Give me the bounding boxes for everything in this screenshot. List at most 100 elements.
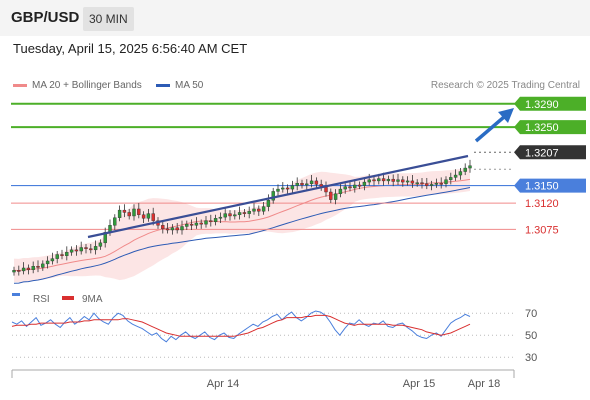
candle-body <box>425 183 429 186</box>
candle-body <box>146 213 151 219</box>
candle-body <box>189 223 194 226</box>
candle-body <box>247 211 251 214</box>
candle-body <box>271 191 275 201</box>
price-tag-layer: 1.3290 1.3250 1.3207 1.3150 1.3120 1.3075 <box>514 96 586 236</box>
candle-body <box>79 247 83 252</box>
target-arrow-head <box>498 108 514 123</box>
candle-body <box>463 167 467 172</box>
candle-body <box>367 179 371 183</box>
rsi-tick-30: 30 <box>525 352 537 364</box>
candle-body <box>386 178 391 182</box>
candle-body <box>55 254 59 259</box>
candle-body <box>357 184 362 187</box>
candle-body <box>242 212 247 214</box>
candle-body <box>45 260 50 265</box>
candle-body <box>266 199 271 207</box>
candle-body <box>372 179 376 182</box>
candle-body <box>453 174 458 178</box>
candle-body <box>175 227 179 231</box>
candle-body <box>420 182 424 185</box>
timeframe-badge[interactable]: 30 MIN <box>83 7 134 31</box>
candle-body <box>21 267 26 272</box>
price-label-1.3120: 1.3120 <box>525 198 559 210</box>
price-label-1.3150: 1.3150 <box>525 181 559 193</box>
rsi-line <box>11 310 471 343</box>
candle-body <box>165 228 170 231</box>
price-tag-1.3250 <box>514 120 586 135</box>
candle-body <box>223 213 227 218</box>
candle-body <box>151 213 155 221</box>
candle-body <box>333 193 338 200</box>
candle-body <box>434 183 439 185</box>
level-lines-layer <box>11 102 516 230</box>
price-tag-1.3290 <box>514 96 586 111</box>
candle-body <box>50 258 55 262</box>
candle-body <box>60 254 64 256</box>
price-label-1.3250: 1.3250 <box>525 122 559 134</box>
candle-body <box>290 185 295 190</box>
candle-body <box>26 267 31 270</box>
candle-body <box>353 184 357 189</box>
legend-ma50: MA 50 <box>156 80 203 91</box>
candle-body <box>161 225 165 230</box>
ma9-legend-label: 9MA <box>82 294 103 305</box>
candle-body <box>458 171 463 176</box>
candle-body <box>36 266 40 268</box>
candle-body <box>324 187 328 193</box>
candle-body <box>410 180 415 184</box>
candle-body <box>348 186 352 189</box>
candle-body <box>69 249 74 253</box>
candle-body <box>228 213 232 217</box>
legend-ma20: MA 20 + Bollinger Bands <box>13 80 142 91</box>
candle-body <box>98 242 103 247</box>
candle-body <box>405 180 410 183</box>
candle-body <box>362 181 367 186</box>
legend-ma20-label: MA 20 + Bollinger Bands <box>32 80 142 91</box>
candle-body <box>89 248 93 251</box>
candle-body <box>377 178 381 182</box>
price-tag-1.3207 <box>514 145 586 160</box>
candle-body <box>285 187 290 190</box>
candle-body <box>209 220 213 223</box>
candle-body <box>199 222 203 225</box>
price-tag-1.3150 <box>514 178 586 193</box>
candle-body <box>233 214 237 217</box>
candle-body <box>257 208 261 212</box>
candle-body <box>218 216 223 219</box>
candle-body <box>185 223 189 227</box>
candle-body <box>281 187 285 190</box>
candle-body <box>449 177 453 180</box>
candle-body <box>381 178 386 182</box>
candle-body <box>396 179 400 182</box>
candle-body <box>237 212 242 215</box>
rsi-legend-swatch <box>12 293 20 296</box>
trend-layer <box>87 108 514 239</box>
timestamp: Tuesday, April 15, 2025 6:56:40 AM CET <box>13 41 248 56</box>
x-tick-label: Apr 18 <box>468 378 500 390</box>
candle-body <box>305 183 309 186</box>
candle-body <box>444 179 448 185</box>
candle-body <box>343 186 347 190</box>
chart-header: GBP/USD 30 MIN <box>0 0 590 36</box>
x-tick-label: Apr 14 <box>207 378 239 390</box>
rsi-legend-label: RSI <box>33 294 50 305</box>
price-label-1.3290: 1.3290 <box>525 99 559 111</box>
candle-body <box>180 226 184 231</box>
candle-body <box>117 209 122 218</box>
candle-body <box>12 270 16 273</box>
symbol-title: GBP/USD <box>11 9 80 26</box>
candle-body <box>204 220 208 225</box>
candle-body <box>252 208 256 212</box>
candle-body <box>65 251 69 256</box>
candle-body <box>84 247 88 249</box>
candle-body <box>338 188 343 194</box>
candle-body <box>17 270 21 272</box>
rsi-panel: RSI 9MA 70 50 30 <box>11 293 537 364</box>
candle-body <box>429 184 434 186</box>
x-axis: Apr 14 Apr 15 Apr 18 <box>11 369 515 390</box>
candle-body <box>132 208 136 217</box>
candle-body <box>31 266 35 270</box>
candle-body <box>41 263 45 268</box>
target-arrow-shaft <box>474 115 506 143</box>
